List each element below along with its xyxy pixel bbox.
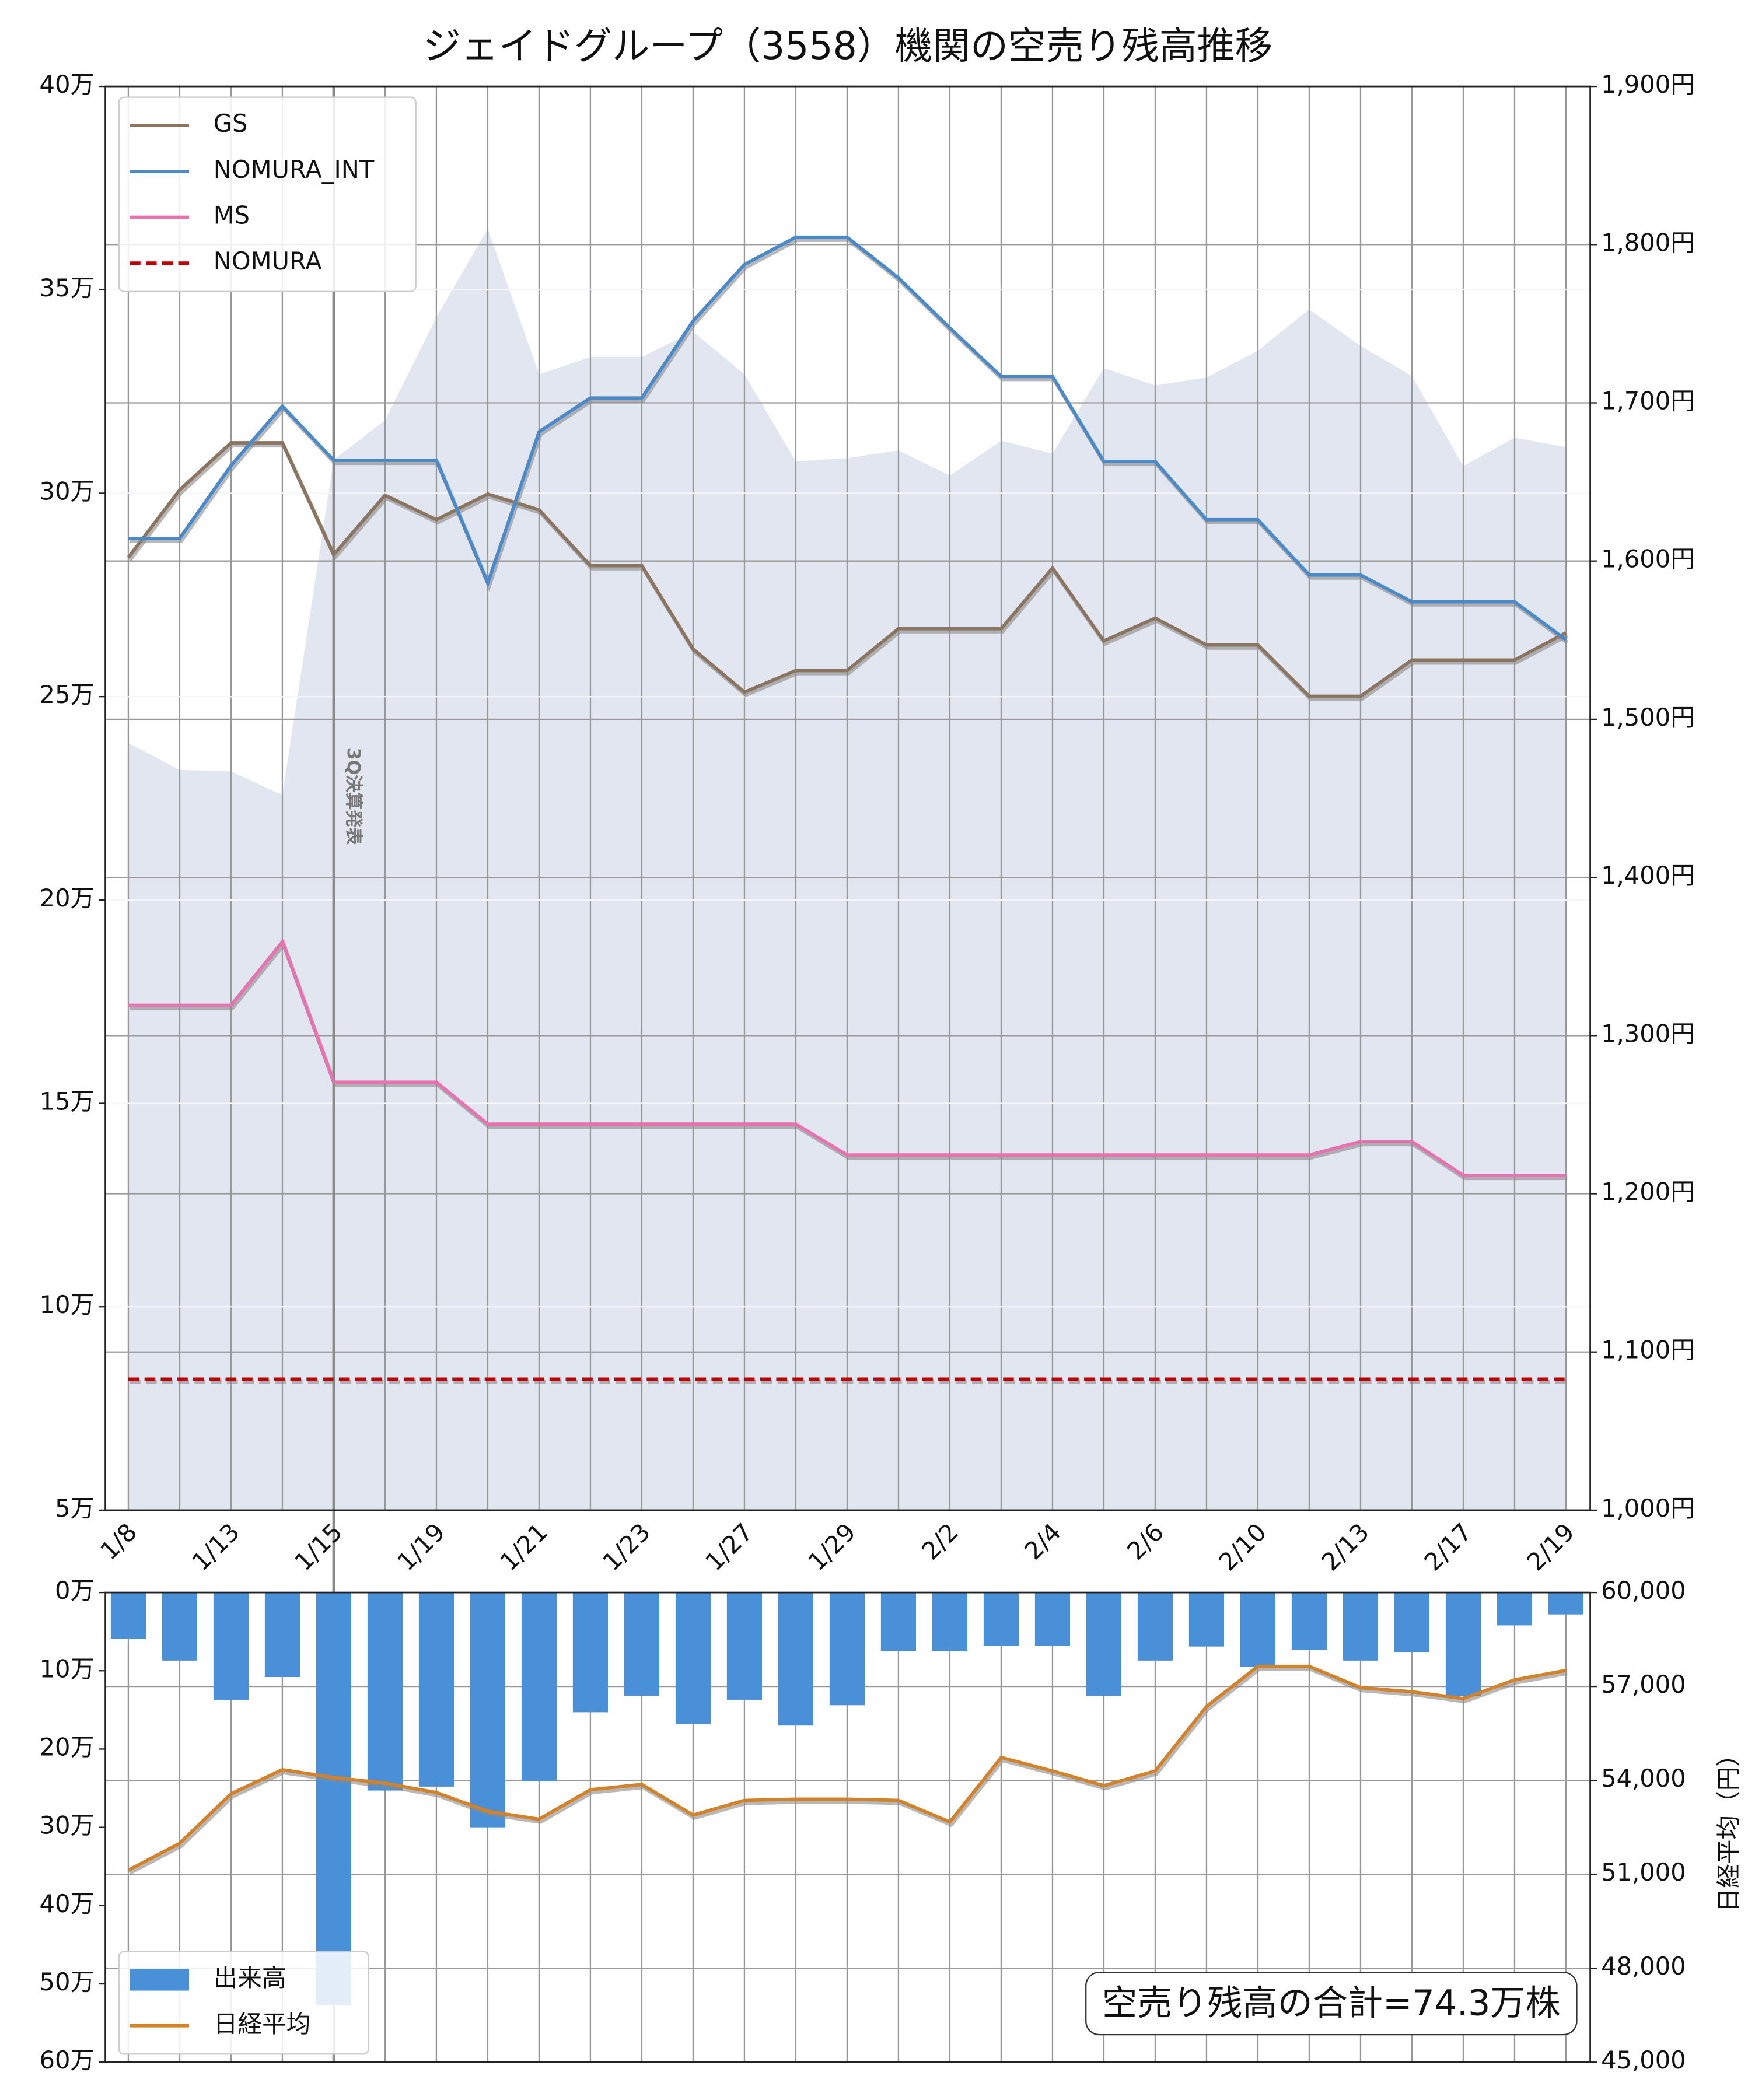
y-tick-label: 15万 (40, 1087, 95, 1116)
series-line (128, 938, 1566, 1177)
volume-bar (1137, 1592, 1173, 1661)
legend-label: GS (214, 109, 248, 138)
volume-bar (110, 1592, 146, 1639)
y2-tick-label: 1,200円 (1601, 1178, 1695, 1206)
y-tick-label: 50万 (40, 1968, 95, 1996)
y2-tick-label: 45,000 (1601, 2046, 1686, 2074)
y-tick-label: 60万 (40, 2046, 95, 2074)
y-tick-label: 10万 (40, 1290, 95, 1319)
y2-tick-label: 48,000 (1601, 1952, 1686, 1980)
legend-label: 出来高 (214, 1964, 286, 1992)
legend-box (118, 96, 417, 292)
y-tick-label: 25万 (40, 680, 95, 709)
y-tick-label: 30万 (40, 477, 95, 505)
volume-bar (367, 1592, 403, 1791)
volume-bar (778, 1592, 814, 1726)
volume-bar (880, 1592, 917, 1651)
y-tick-label: 5万 (55, 1494, 95, 1522)
y2-axis-label: 日経平均（円） (1714, 1742, 1743, 1912)
annotation-box (1085, 1971, 1578, 2036)
volume-bar (675, 1592, 711, 1724)
volume-bar (624, 1592, 660, 1696)
volume-bar (418, 1592, 455, 1787)
y2-tick-label: 57,000 (1601, 1670, 1686, 1699)
volume-bar (1188, 1592, 1225, 1647)
total-annotation: 空売り残高の合計=74.3万株 (1102, 1983, 1561, 2024)
volume-bar (1086, 1592, 1122, 1696)
y2-tick-label: 1,000円 (1601, 1494, 1695, 1522)
y2-tick-label: 60,000 (1601, 1576, 1686, 1605)
y2-tick-label: 1,400円 (1601, 861, 1695, 890)
y2-tick-label: 1,800円 (1601, 228, 1695, 257)
volume-bar (1240, 1592, 1276, 1667)
y2-tick-label: 1,700円 (1601, 386, 1695, 415)
y-tick-label: 40万 (40, 70, 95, 99)
volume-bar (521, 1592, 557, 1782)
volume-bar (932, 1592, 968, 1651)
series-line (127, 1664, 1567, 1872)
legend-label: NOMURA_INT (214, 155, 375, 184)
line-shadow (130, 940, 1568, 1181)
plot-frame (104, 85, 1591, 1511)
volume-bar (1548, 1592, 1584, 1615)
volume-bar (829, 1592, 865, 1706)
volume-bar (1034, 1592, 1071, 1646)
y2-tick-label: 1,600円 (1601, 545, 1695, 573)
volume-bar (1445, 1592, 1481, 1696)
series-line (128, 235, 1567, 641)
y-tick-label: 20万 (40, 884, 95, 912)
y-tick-label: 10万 (40, 1654, 95, 1683)
volume-bar (1291, 1592, 1327, 1650)
legend-label: NOMURA (214, 247, 323, 275)
chart-title: ジェイドグループ（3558）機関の空売り残高推移 (423, 24, 1272, 68)
volume-bar (316, 1592, 352, 2006)
y-tick-label: 40万 (40, 1889, 95, 1918)
volume-bar (213, 1592, 249, 1700)
line-shadow (128, 443, 1568, 701)
volume-bar (1497, 1592, 1533, 1626)
y-tick-label: 20万 (40, 1732, 95, 1761)
y2-tick-label: 1,500円 (1601, 703, 1695, 732)
y-tick-label: 35万 (40, 274, 95, 302)
volume-bar (162, 1592, 198, 1661)
volume-bar (572, 1592, 609, 1713)
y2-tick-label: 1,300円 (1601, 1019, 1695, 1048)
legend-label: 日経平均 (214, 2010, 311, 2038)
volume-bar (264, 1592, 300, 1678)
y2-tick-label: 1,100円 (1601, 1336, 1695, 1364)
volume-bar (726, 1592, 763, 1700)
legend-label: MS (214, 201, 250, 229)
volume-bar (1343, 1592, 1379, 1661)
volume-bar (1394, 1592, 1430, 1653)
y-tick-label: 30万 (40, 1811, 95, 1840)
y2-tick-label: 54,000 (1601, 1764, 1686, 1793)
y-tick-label: 0万 (55, 1576, 95, 1605)
series-line (127, 441, 1567, 698)
y2-tick-label: 1,900円 (1601, 70, 1695, 99)
volume-bar (470, 1592, 506, 1828)
line-shadow (128, 1667, 1568, 1875)
event-label: 3Q決算発表 (343, 748, 363, 846)
y2-tick-label: 51,000 (1601, 1858, 1686, 1887)
volume-bar (983, 1592, 1019, 1646)
legend-swatch (130, 1969, 190, 1991)
